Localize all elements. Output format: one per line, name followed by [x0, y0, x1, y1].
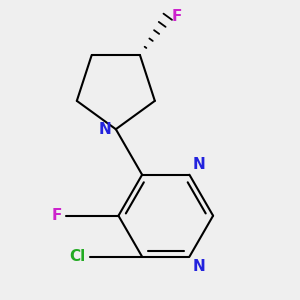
Text: N: N	[99, 122, 112, 137]
Text: Cl: Cl	[69, 249, 85, 264]
Text: F: F	[172, 9, 182, 24]
Text: N: N	[193, 157, 205, 172]
Text: N: N	[193, 259, 205, 274]
Text: F: F	[51, 208, 62, 223]
